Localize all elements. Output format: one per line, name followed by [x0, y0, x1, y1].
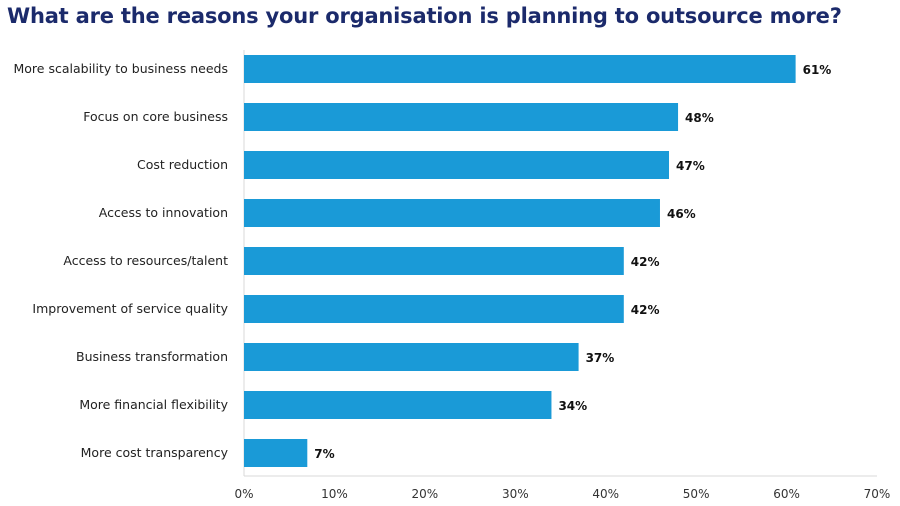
category-label: Access to resources/talent [63, 253, 228, 268]
bar [244, 55, 796, 83]
bar [244, 199, 660, 227]
data-label: 7% [314, 447, 334, 461]
data-label: 48% [685, 111, 714, 125]
data-label: 42% [631, 255, 660, 269]
x-tick-label: 50% [683, 487, 710, 501]
bar [244, 295, 624, 323]
category-label: Business transformation [76, 349, 228, 364]
chart-title: What are the reasons your organisation i… [7, 4, 842, 28]
data-label: 46% [667, 207, 696, 221]
x-tick-label: 0% [234, 487, 253, 501]
bar [244, 103, 679, 131]
x-tick-label: 10% [321, 487, 348, 501]
data-label: 34% [558, 399, 587, 413]
category-label: Focus on core business [83, 109, 228, 124]
data-label: 61% [803, 63, 832, 77]
x-tick-label: 30% [502, 487, 529, 501]
category-label: More financial flexibility [79, 397, 228, 412]
data-label: 37% [586, 351, 615, 365]
x-tick-label: 60% [773, 487, 800, 501]
category-label: Improvement of service quality [32, 301, 228, 316]
x-tick-label: 70% [864, 487, 891, 501]
bar [244, 391, 552, 419]
bar [244, 439, 308, 467]
category-label: Access to innovation [99, 205, 228, 220]
data-label: 47% [676, 159, 705, 173]
category-label: More cost transparency [81, 445, 229, 460]
bar [244, 247, 624, 275]
data-label: 42% [631, 303, 660, 317]
x-tick-label: 40% [592, 487, 619, 501]
bar [244, 343, 579, 371]
bar [244, 151, 670, 179]
category-label: More scalability to business needs [14, 61, 229, 76]
x-tick-label: 20% [412, 487, 439, 501]
category-label: Cost reduction [137, 157, 228, 172]
